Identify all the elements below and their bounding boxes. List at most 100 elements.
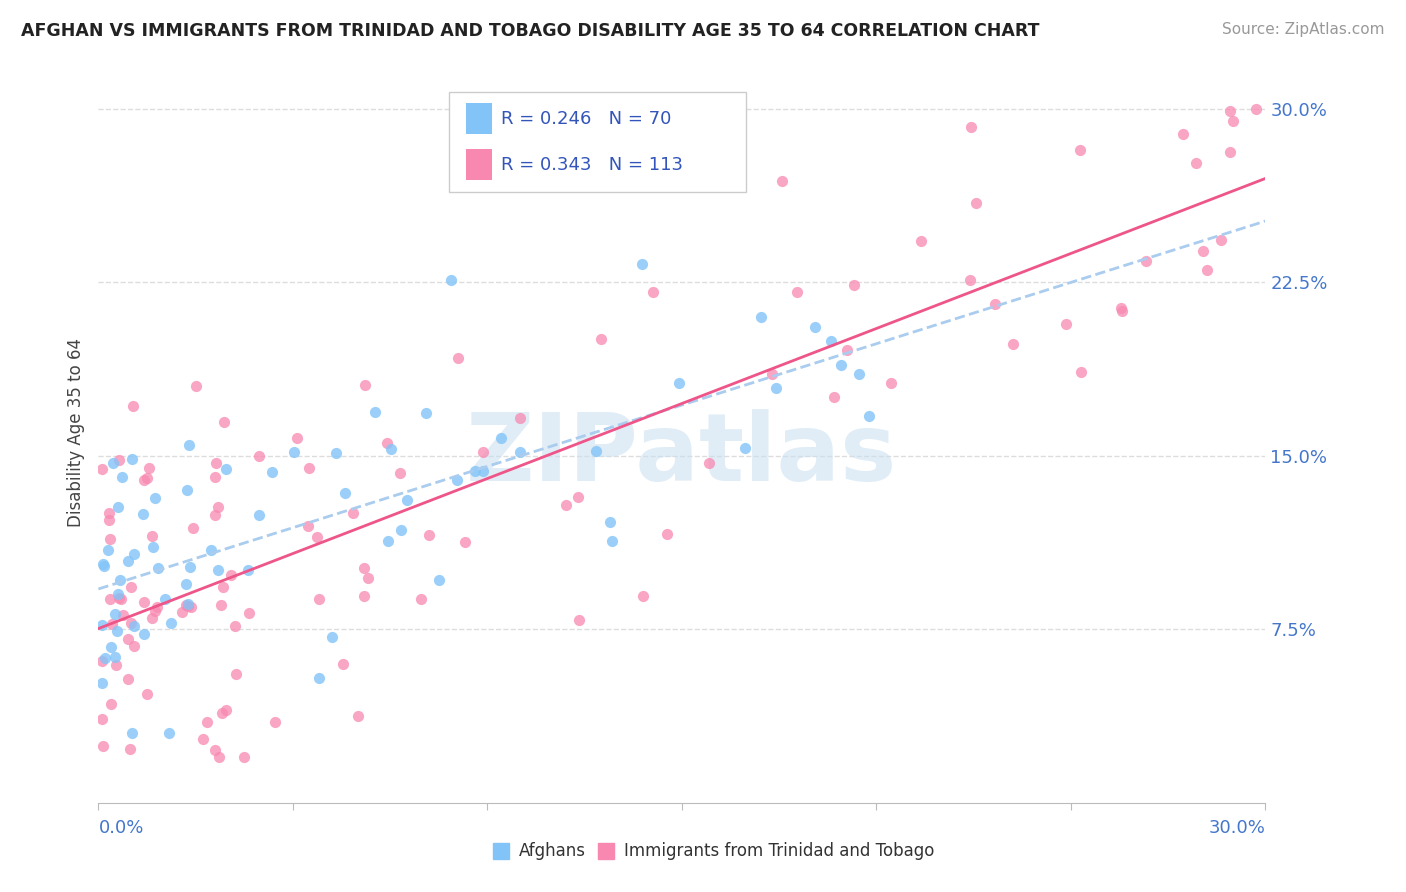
Point <box>224 619 246 633</box>
Point <box>555 498 578 512</box>
Point <box>599 515 621 529</box>
Point <box>364 404 387 418</box>
Point <box>98 533 121 547</box>
Point <box>298 461 321 475</box>
Point <box>380 442 402 457</box>
Point <box>134 473 156 487</box>
Point <box>354 377 377 392</box>
Point <box>108 452 131 467</box>
Point <box>117 632 139 646</box>
Point <box>91 461 114 475</box>
Point <box>1219 145 1241 160</box>
Point <box>697 456 720 470</box>
Point <box>308 591 330 606</box>
Point <box>132 627 155 641</box>
Point <box>179 438 201 452</box>
Point <box>332 657 354 671</box>
Point <box>141 611 163 625</box>
Point <box>1171 127 1194 141</box>
Point <box>214 415 236 429</box>
Point <box>200 543 222 558</box>
Point <box>770 174 793 188</box>
Point <box>1135 253 1157 268</box>
Point <box>157 725 180 739</box>
Point <box>107 500 129 514</box>
Point <box>208 749 231 764</box>
Point <box>104 607 127 622</box>
Point <box>117 672 139 686</box>
Point <box>308 671 330 685</box>
Point <box>1197 262 1219 277</box>
Point <box>1002 337 1025 351</box>
Point <box>107 587 129 601</box>
FancyBboxPatch shape <box>449 92 747 192</box>
Point <box>568 614 591 628</box>
Point <box>232 749 254 764</box>
Point <box>446 473 468 487</box>
Bar <box>465 149 492 180</box>
Point <box>138 460 160 475</box>
Point <box>734 441 756 455</box>
Text: Source: ZipAtlas.com: Source: ZipAtlas.com <box>1222 22 1385 37</box>
Point <box>110 592 132 607</box>
Point <box>1222 114 1244 128</box>
Point <box>98 507 121 521</box>
Point <box>657 526 679 541</box>
Text: Afghans: Afghans <box>519 842 585 860</box>
Point <box>100 697 122 711</box>
Point <box>97 542 120 557</box>
Point <box>121 726 143 740</box>
Point <box>91 618 114 632</box>
Point <box>204 456 226 470</box>
Point <box>177 599 200 613</box>
Point <box>146 561 169 575</box>
Point <box>111 608 134 623</box>
Point <box>297 519 319 533</box>
Point <box>389 523 412 537</box>
Point <box>181 520 204 534</box>
Text: 0.0%: 0.0% <box>98 820 143 838</box>
Point <box>141 529 163 543</box>
Point <box>159 616 181 631</box>
Point <box>600 534 623 549</box>
Point <box>207 564 229 578</box>
Point <box>105 624 128 638</box>
Point <box>100 640 122 655</box>
Point <box>264 714 287 729</box>
Point <box>1054 317 1077 331</box>
Point <box>591 332 613 346</box>
Point <box>631 590 654 604</box>
Point <box>136 470 159 484</box>
Point <box>965 196 987 211</box>
Point <box>122 399 145 413</box>
Point <box>285 431 308 445</box>
Point <box>118 742 141 756</box>
Point <box>440 273 463 287</box>
Point <box>347 709 370 723</box>
Bar <box>465 103 492 135</box>
Text: AFGHAN VS IMMIGRANTS FROM TRINIDAD AND TOBAGO DISABILITY AGE 35 TO 64 CORRELATIO: AFGHAN VS IMMIGRANTS FROM TRINIDAD AND T… <box>21 22 1039 40</box>
Point <box>959 120 981 134</box>
Point <box>409 591 432 606</box>
Point <box>132 595 155 609</box>
Point <box>101 616 124 631</box>
Point <box>471 444 494 458</box>
Point <box>176 599 198 613</box>
Point <box>111 470 134 484</box>
Point <box>333 486 356 500</box>
Point <box>1244 102 1267 116</box>
Text: R = 0.246   N = 70: R = 0.246 N = 70 <box>501 110 672 128</box>
Point <box>415 406 437 420</box>
Point <box>1111 303 1133 318</box>
Point <box>219 567 242 582</box>
Point <box>786 285 808 299</box>
Point <box>321 630 343 644</box>
Point <box>389 467 412 481</box>
Point <box>585 443 607 458</box>
Point <box>209 599 232 613</box>
Text: Immigrants from Trinidad and Tobago: Immigrants from Trinidad and Tobago <box>624 842 934 860</box>
Point <box>567 490 589 504</box>
Point <box>121 452 143 467</box>
Point <box>122 619 145 633</box>
Point <box>247 508 270 523</box>
